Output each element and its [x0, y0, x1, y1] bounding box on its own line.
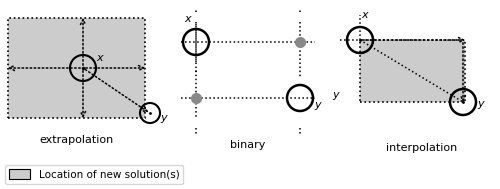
Text: extrapolation: extrapolation — [40, 135, 114, 145]
Text: x: x — [362, 10, 368, 20]
Text: y: y — [332, 90, 340, 100]
Text: y: y — [478, 99, 484, 109]
Text: x: x — [184, 14, 192, 24]
Text: interpolation: interpolation — [386, 143, 457, 153]
Text: y: y — [160, 113, 168, 123]
Text: x: x — [96, 53, 103, 63]
Legend: Location of new solution(s): Location of new solution(s) — [5, 165, 184, 184]
Text: binary: binary — [230, 140, 266, 150]
Text: y: y — [314, 100, 322, 110]
Bar — [8, 18, 145, 118]
Bar — [360, 40, 465, 102]
